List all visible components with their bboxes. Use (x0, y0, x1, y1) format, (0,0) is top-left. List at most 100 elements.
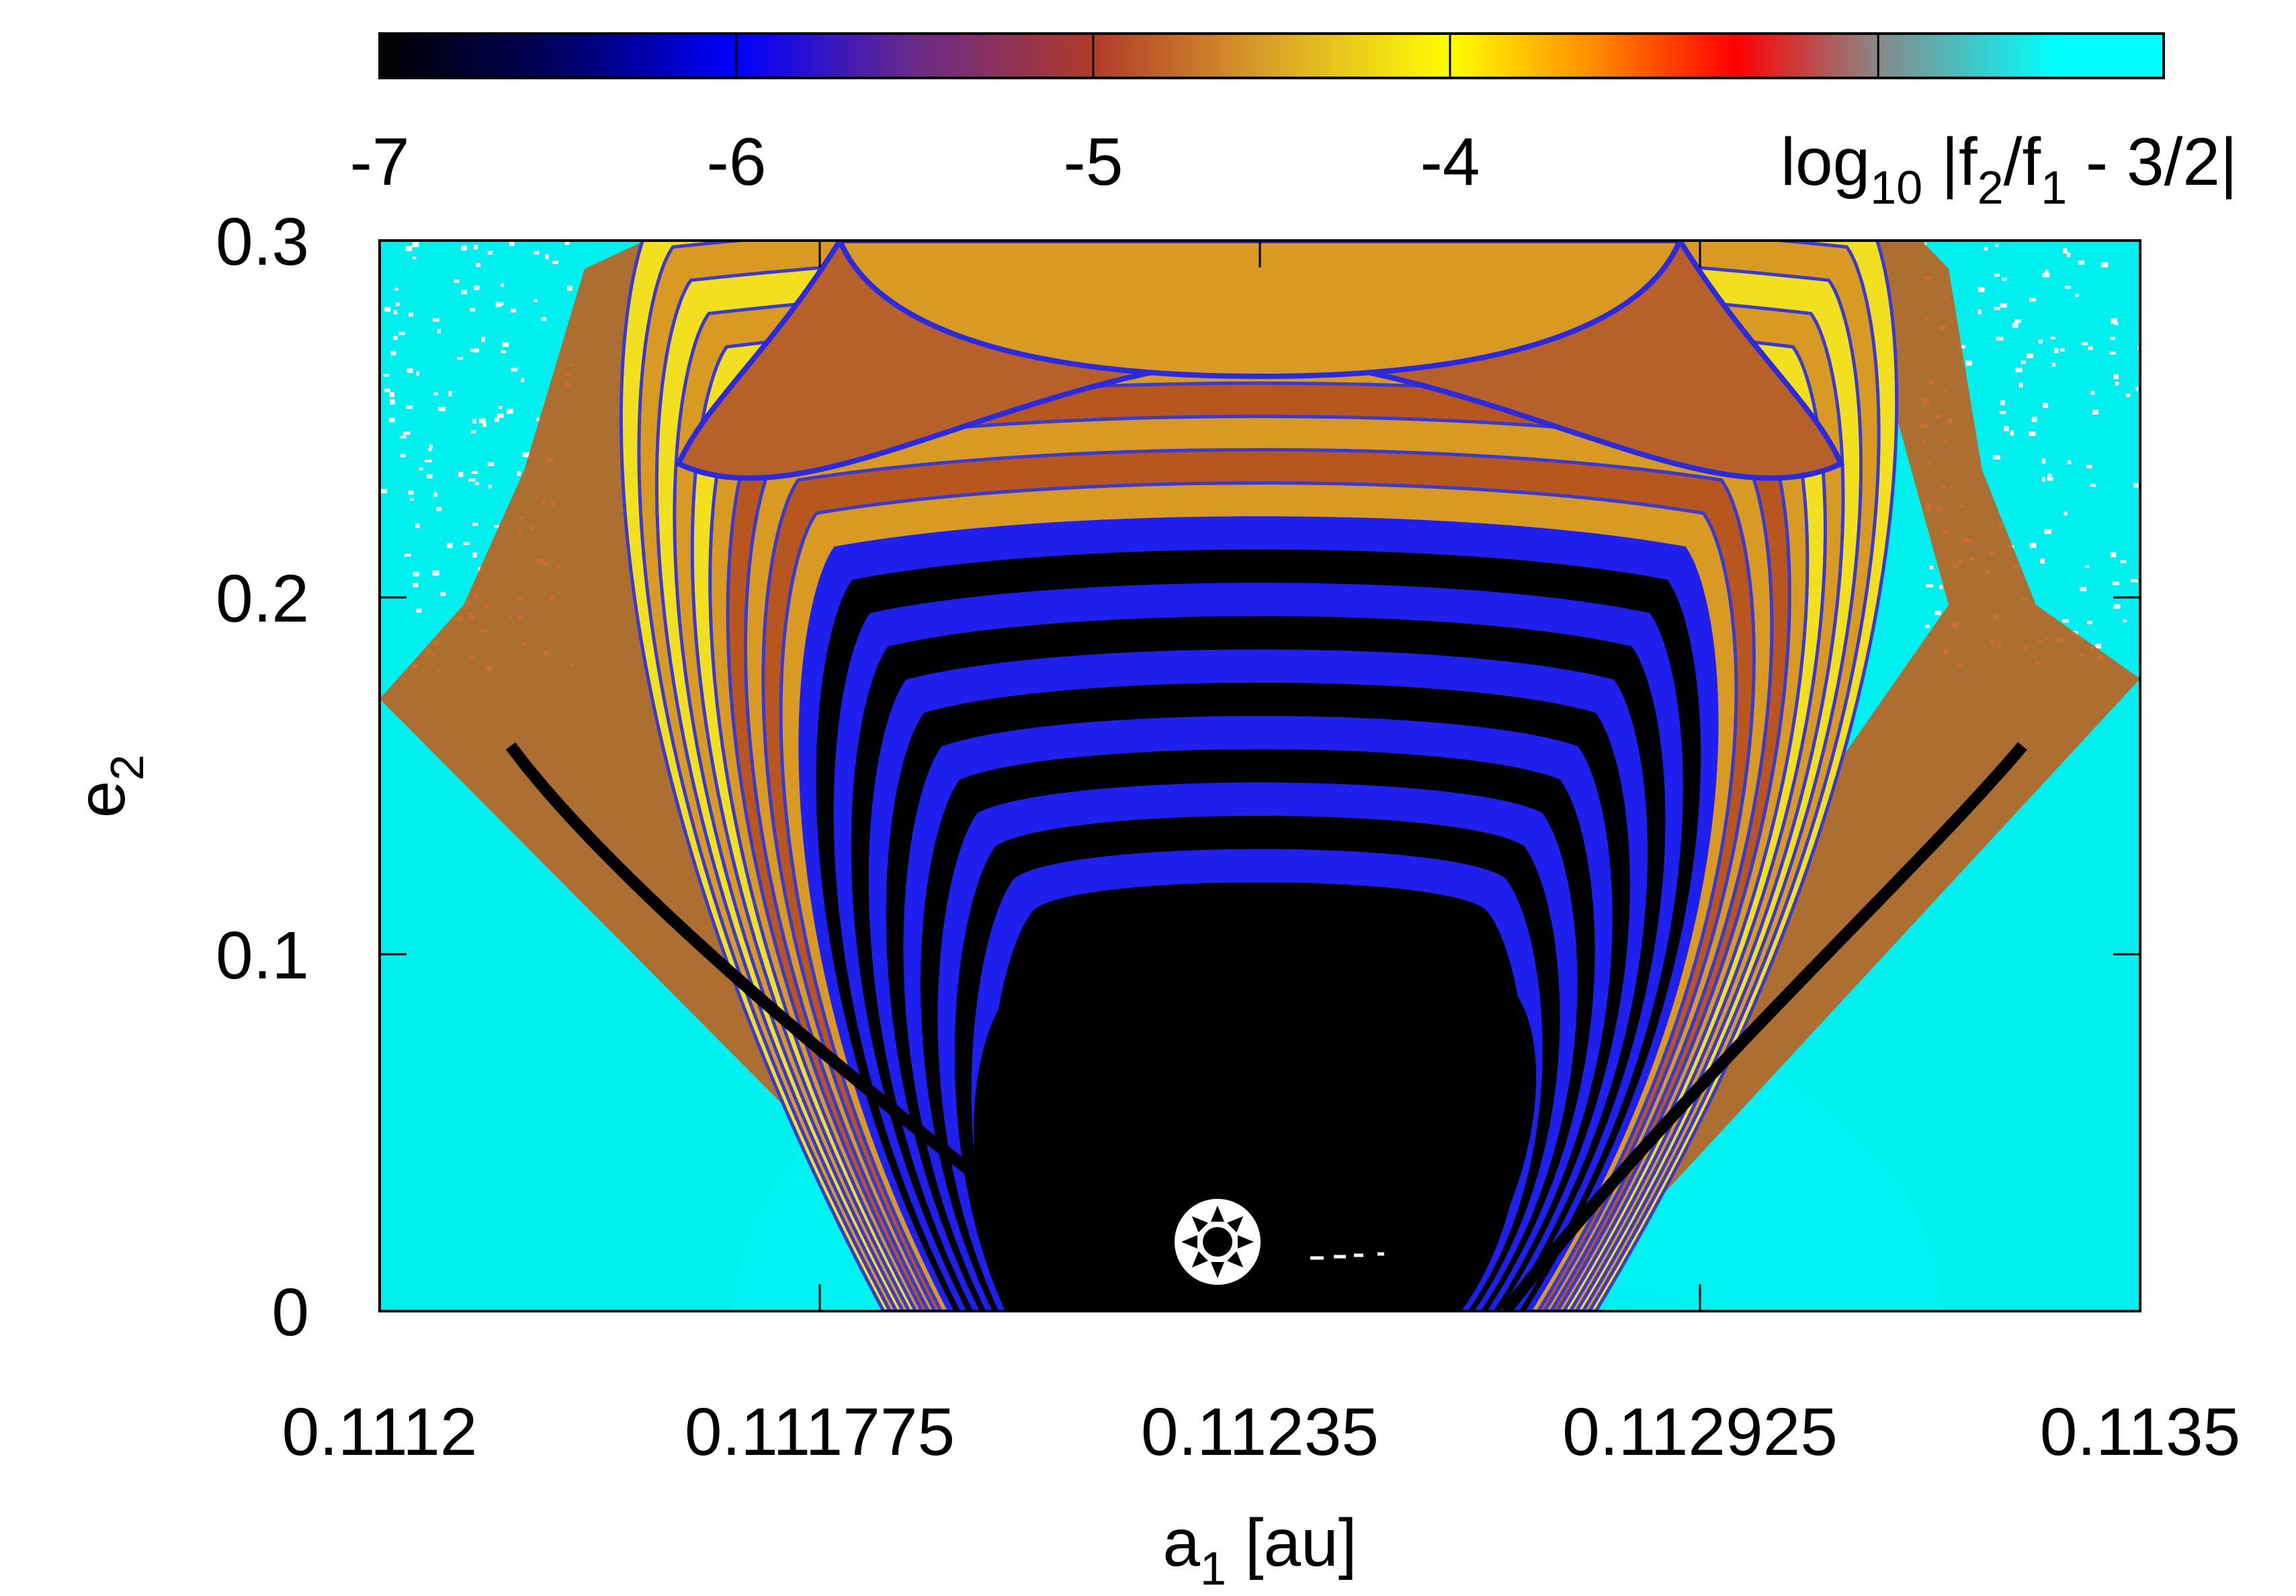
speckle (2042, 273, 2050, 278)
speckle (500, 302, 504, 306)
x-tick-label: 0.111775 (685, 1394, 955, 1470)
speckle (458, 472, 464, 477)
speckle (507, 409, 513, 414)
speckle (425, 460, 432, 463)
speckle (2113, 322, 2119, 325)
sun-ray (1227, 1216, 1244, 1232)
speckle (2087, 620, 2093, 624)
speckle (2041, 476, 2045, 482)
speckle (404, 554, 412, 557)
speckle (1995, 243, 1999, 247)
speckle (2047, 473, 2052, 477)
speckle (2135, 386, 2140, 391)
speckle (2066, 252, 2071, 257)
speckle (2115, 382, 2119, 386)
speckle (408, 491, 414, 495)
colorbar-label: log10 |f2/f1 - 3/2| (1781, 124, 2238, 214)
speckle (412, 256, 417, 260)
speckle (463, 542, 470, 545)
speckle (2092, 409, 2099, 415)
speckle (2042, 403, 2049, 409)
speckle (534, 251, 540, 255)
speckle (1926, 584, 1933, 588)
speckle (2086, 465, 2092, 468)
speckle (534, 299, 538, 302)
y-tick-label: 0.3 (216, 204, 309, 280)
speckle (2095, 643, 2102, 648)
speckle (471, 430, 476, 433)
sun-ray (1227, 1251, 1244, 1268)
speckle (2113, 374, 2119, 380)
speckle (384, 306, 391, 312)
speckle (2060, 348, 2065, 352)
speckle (472, 552, 477, 558)
speckle (552, 261, 559, 265)
speckle (2064, 511, 2068, 516)
speckle (1993, 455, 2000, 460)
speckle (478, 418, 486, 423)
speckle (2130, 579, 2138, 583)
speckle (2075, 294, 2080, 297)
speckle (500, 283, 505, 287)
y-tick-label: 0.1 (216, 918, 309, 993)
colorbar: -7 -6 -5 -4 log10 |f2/f1 - 3/2| (350, 32, 2238, 214)
speckle (403, 431, 411, 435)
speckle (457, 357, 463, 360)
speckle (426, 474, 433, 479)
speckle (1939, 585, 1943, 589)
speckle (470, 348, 477, 352)
speckle (393, 310, 398, 314)
speckle (389, 392, 394, 398)
speckle (447, 543, 453, 548)
speckle (2012, 323, 2018, 329)
speckle (412, 241, 419, 247)
speckle (2109, 351, 2116, 355)
speckle (407, 368, 413, 373)
speckle (2050, 336, 2055, 339)
y-tick-label: 0.2 (216, 561, 309, 636)
colorbar-bar (378, 32, 2165, 79)
speckle (1994, 306, 2000, 310)
speckle (2064, 286, 2071, 289)
x-tick-label: 0.11235 (1141, 1394, 1379, 1470)
speckle (394, 288, 399, 291)
speckle (2088, 346, 2093, 350)
speckle (384, 388, 390, 392)
speckle (2110, 337, 2115, 340)
speckle (413, 571, 420, 577)
speckle (454, 279, 460, 283)
speckle (2111, 318, 2118, 324)
speckle (395, 302, 400, 306)
speckle (545, 253, 549, 259)
speckle (2029, 542, 2037, 548)
speckle (511, 368, 518, 372)
speckle (2063, 248, 2068, 254)
speckle (2079, 587, 2086, 591)
speckle (475, 481, 479, 485)
speckle (487, 251, 493, 255)
x-axis-label: a1 [au] (1162, 1505, 1357, 1595)
speckle (472, 522, 478, 526)
speckle (487, 462, 495, 466)
speckle (416, 371, 420, 376)
speckle (427, 448, 432, 452)
speckle (494, 417, 499, 423)
speckle (440, 591, 446, 596)
speckle (2029, 431, 2036, 437)
speckle (2090, 391, 2095, 395)
speckle (523, 452, 531, 458)
x-tick-label: 0.112925 (1562, 1394, 1838, 1470)
speckle (502, 342, 509, 347)
speckle (488, 484, 493, 489)
resonance-center-marker (1175, 1199, 1261, 1285)
speckle (2110, 552, 2117, 558)
speckle (409, 312, 413, 317)
speckle (2031, 417, 2037, 423)
speckle (2002, 278, 2007, 281)
speckle (380, 489, 388, 494)
sun-ray (1211, 1262, 1224, 1278)
speckle (399, 435, 407, 439)
separatrix-right (1500, 742, 2027, 1311)
speckle (472, 419, 476, 424)
speckle (2053, 347, 2059, 353)
